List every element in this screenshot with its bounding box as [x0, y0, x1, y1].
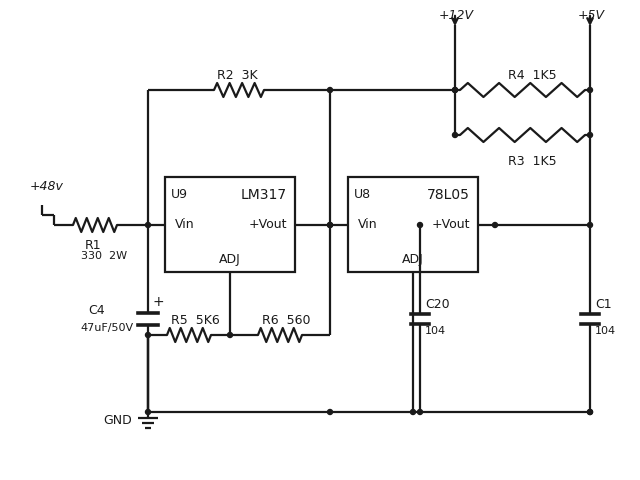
- Text: 104: 104: [595, 326, 616, 336]
- Circle shape: [328, 223, 333, 228]
- Circle shape: [145, 409, 150, 415]
- Text: U8: U8: [354, 188, 371, 201]
- Text: R6  560: R6 560: [262, 314, 310, 327]
- Text: +48v: +48v: [30, 180, 64, 193]
- Circle shape: [145, 333, 150, 337]
- Circle shape: [227, 333, 232, 337]
- Text: C1: C1: [595, 298, 612, 311]
- Circle shape: [588, 132, 593, 137]
- Circle shape: [410, 409, 415, 415]
- Text: R2  3K: R2 3K: [217, 69, 258, 82]
- Text: +5V: +5V: [578, 9, 605, 22]
- Circle shape: [452, 87, 458, 93]
- Circle shape: [145, 223, 150, 228]
- Text: +12V: +12V: [439, 9, 474, 22]
- Text: R4  1K5: R4 1K5: [508, 69, 556, 82]
- Text: 330  2W: 330 2W: [81, 251, 127, 261]
- Circle shape: [493, 223, 497, 228]
- Circle shape: [452, 132, 458, 137]
- Bar: [165, 177, 295, 272]
- Bar: [348, 177, 478, 272]
- Text: Vin: Vin: [175, 218, 195, 231]
- Text: 104: 104: [425, 326, 446, 336]
- Text: LM317: LM317: [241, 188, 287, 202]
- Text: GND: GND: [103, 413, 132, 427]
- Circle shape: [452, 87, 458, 93]
- Text: 47uF/50V: 47uF/50V: [80, 324, 133, 334]
- Circle shape: [588, 87, 593, 93]
- Text: C20: C20: [425, 298, 450, 311]
- Circle shape: [588, 223, 593, 228]
- Circle shape: [588, 409, 593, 415]
- Circle shape: [417, 223, 422, 228]
- Text: Vin: Vin: [358, 218, 378, 231]
- Text: ADJ: ADJ: [219, 253, 241, 266]
- Text: +Vout: +Vout: [248, 218, 287, 231]
- Text: C4: C4: [88, 304, 104, 317]
- Circle shape: [588, 409, 593, 415]
- Text: U9: U9: [171, 188, 188, 201]
- Text: +: +: [153, 295, 164, 309]
- Text: R5  5K6: R5 5K6: [171, 314, 220, 327]
- Circle shape: [328, 409, 333, 415]
- Text: ADJ: ADJ: [402, 253, 424, 266]
- Text: 78L05: 78L05: [427, 188, 470, 202]
- Circle shape: [328, 87, 333, 93]
- Circle shape: [328, 223, 333, 228]
- Text: +Vout: +Vout: [431, 218, 470, 231]
- Circle shape: [417, 409, 422, 415]
- Text: R3  1K5: R3 1K5: [508, 155, 556, 168]
- Text: R1: R1: [85, 239, 102, 252]
